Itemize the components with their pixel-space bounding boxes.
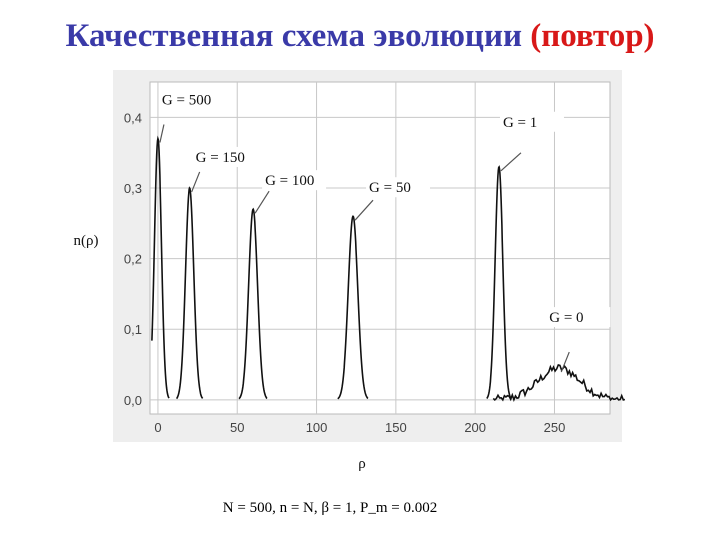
annotation-box <box>546 307 611 328</box>
x-axis-label: ρ <box>358 456 366 472</box>
parameters-text: N = 500, n = N, β = 1, P_m = 0.002 <box>222 500 438 516</box>
annotation-label: G = 1 <box>503 115 537 131</box>
annotation-box <box>262 170 327 191</box>
annotation-box <box>158 89 223 110</box>
annotation-label: G = 150 <box>196 150 245 166</box>
x-tick-label: 250 <box>544 420 566 435</box>
annotation-box <box>192 146 257 167</box>
series-line-gG150 <box>175 186 204 400</box>
series-line-gG500 <box>151 135 170 399</box>
plot-frame <box>149 81 611 415</box>
x-tick-label: 150 <box>385 420 407 435</box>
y-tick-label: 0,4 <box>124 110 142 125</box>
annotation-leader <box>191 171 201 193</box>
annotation-label: G = 50 <box>369 180 411 196</box>
title-accent: (повтор) <box>530 18 655 54</box>
y-tick-label: 0,1 <box>124 322 142 337</box>
parameters-caption: N = 500, n = N, β = 1, P_m = 0.002 <box>0 500 660 517</box>
annotation-label: G = 100 <box>265 173 314 189</box>
y-tick-label: 0,2 <box>124 252 142 267</box>
x-tick-label: 0 <box>154 420 161 435</box>
series-line-gG100 <box>238 207 268 400</box>
y-tick-label: 0,3 <box>124 181 142 196</box>
page-title: Качественная схема эволюции (повтор) <box>0 18 720 55</box>
annotation-box <box>499 111 564 132</box>
annotation-leader <box>354 199 374 221</box>
x-tick-label: 50 <box>230 420 244 435</box>
annotation-leader <box>159 124 165 143</box>
series-line-gG1 <box>486 165 512 399</box>
annotation-leader <box>500 152 522 172</box>
annotation-leader <box>254 190 270 214</box>
annotations: G = 500 G = 1 G = 150 G = 100 G = 50 G = 0 <box>158 89 611 373</box>
tick-labels: 0,0 0,1 0,2 0,3 0,4 0 50 100 150 200 250 <box>124 110 565 435</box>
annotation-box <box>366 177 431 198</box>
series-group <box>151 135 626 402</box>
annotation-label: G = 0 <box>549 310 583 326</box>
series-line-gG0 <box>492 364 626 402</box>
y-axis-label: n(ρ) <box>74 233 99 249</box>
y-tick-label: 0,0 <box>124 393 142 408</box>
title-main: Качественная схема эволюции <box>65 18 522 54</box>
series-line-gG50 <box>337 215 369 400</box>
x-tick-label: 200 <box>464 420 486 435</box>
annotation-label: G = 500 <box>162 93 211 109</box>
annotation-leader <box>560 351 570 373</box>
x-tick-label: 100 <box>306 420 328 435</box>
